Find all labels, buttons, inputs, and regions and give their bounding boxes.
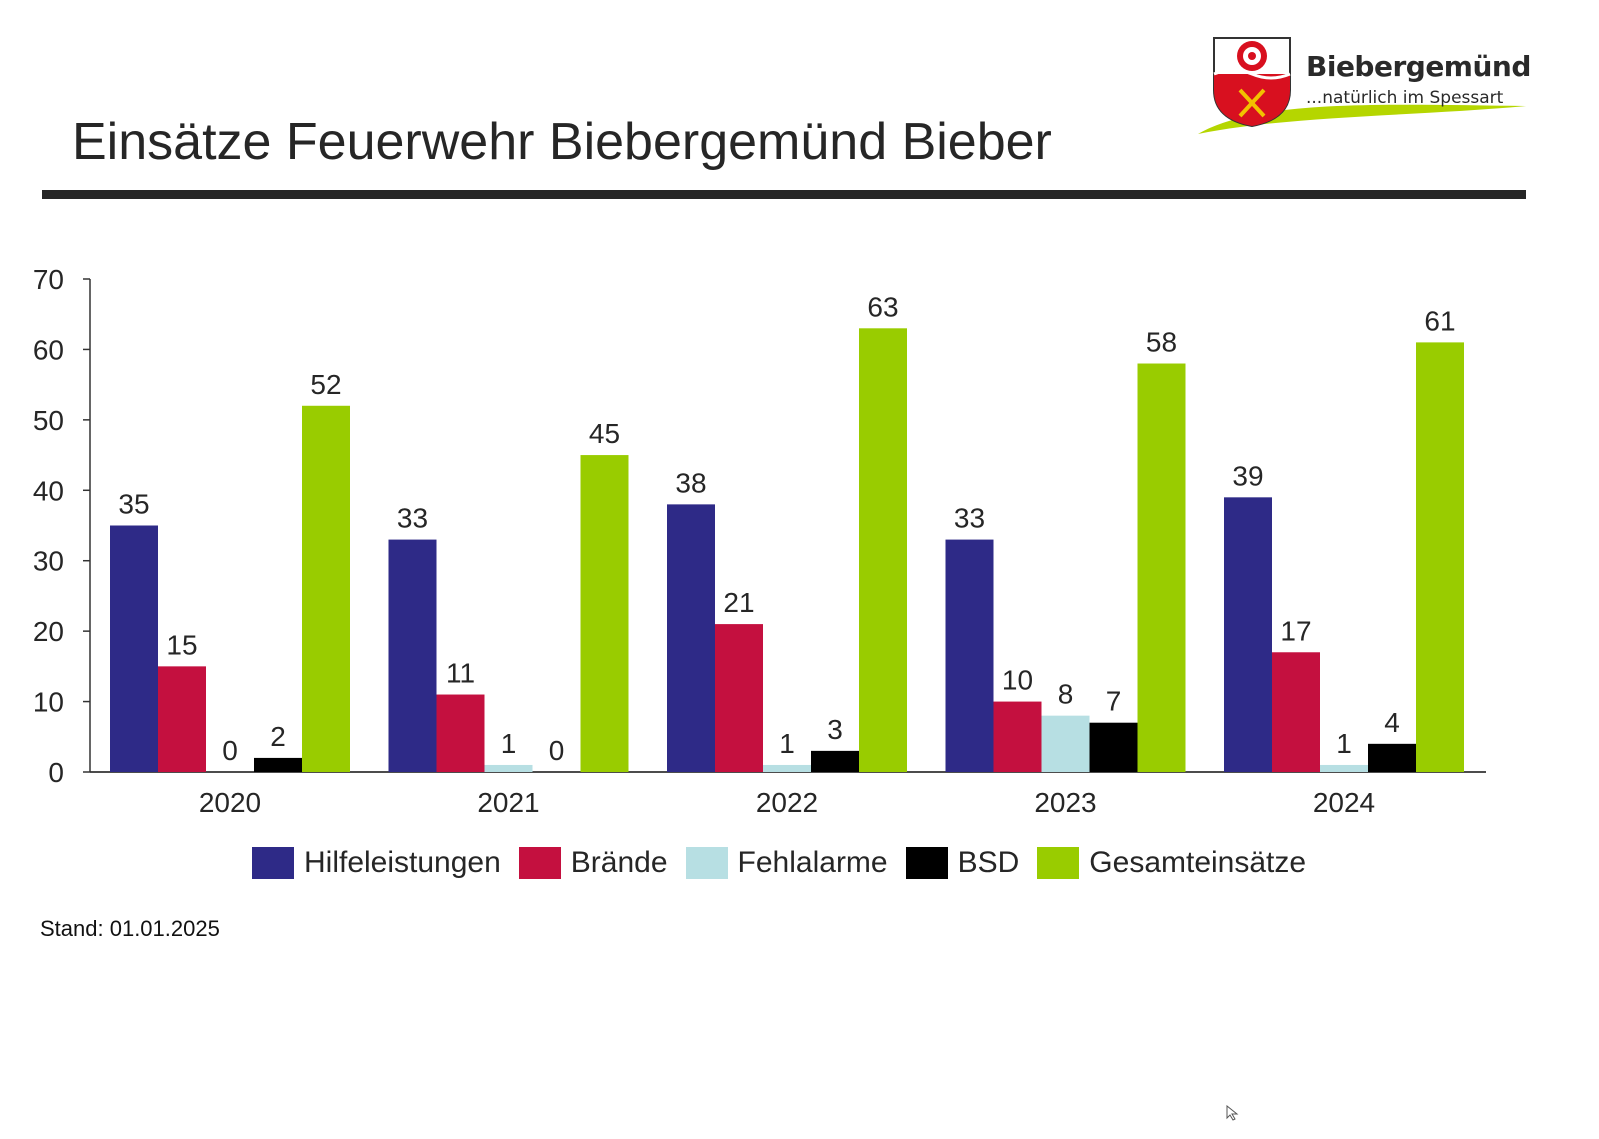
page-title: Einsätze Feuerwehr Biebergemünd Bieber (72, 113, 1052, 171)
data-label: 1 (501, 728, 517, 759)
bar-gesamteinsätze-2023 (1137, 363, 1186, 772)
legend-swatch (905, 847, 948, 879)
bar-hilfeleistungen-2021 (388, 539, 437, 772)
data-label: 17 (1280, 615, 1311, 646)
chart-legend: Hilfeleistungen Brände Fehlalarme BSD Gesamt… (252, 846, 1306, 880)
bar-gesamteinsätze-2024 (1416, 342, 1464, 772)
bar-hilfeleistungen-2022 (667, 504, 715, 772)
data-label: 11 (446, 658, 475, 689)
y-tick-label: 30 (33, 546, 64, 577)
data-label: 61 (1424, 305, 1455, 336)
y-tick-label: 60 (33, 334, 64, 365)
bar-fehlalarme-2023 (1041, 715, 1090, 772)
data-label: 4 (1384, 707, 1400, 738)
data-label: 1 (1336, 728, 1352, 759)
legend-item: Gesamteinsätze (1037, 846, 1306, 880)
legend-item: BSD (905, 846, 1020, 880)
bar-brände-2021 (436, 694, 485, 772)
data-label: 0 (222, 735, 238, 766)
data-label: 38 (675, 467, 706, 498)
x-tick-label: 2021 (477, 787, 539, 818)
legend-label: Fehlalarme (737, 846, 888, 879)
legend-swatch (685, 847, 728, 879)
data-label: 39 (1232, 460, 1263, 491)
legend-item: Fehlalarme (685, 846, 888, 880)
y-tick-label: 40 (33, 475, 64, 506)
bar-bsd-2022 (811, 750, 859, 772)
bar-gesamteinsätze-2022 (859, 328, 907, 772)
mouse-cursor-icon (1226, 1105, 1239, 1121)
data-label: 8 (1058, 679, 1074, 710)
y-tick-label: 50 (33, 405, 64, 436)
brand-tagline: ...natürlich im Spessart (1306, 88, 1504, 108)
legend-label: BSD (957, 846, 1020, 879)
data-label: 15 (166, 629, 197, 660)
brand-name: Biebergemünd (1306, 50, 1531, 83)
data-label: 1 (779, 728, 795, 759)
bar-brände-2024 (1272, 652, 1320, 772)
data-label: 33 (954, 503, 985, 534)
legend-item: Brände (518, 846, 668, 880)
bar-fehlalarme-2021 (484, 764, 533, 772)
bar-bsd-2023 (1089, 722, 1138, 772)
x-tick-label: 2022 (756, 787, 818, 818)
legend-item: Hilfeleistungen (252, 846, 501, 880)
bar-bsd-2020 (254, 757, 302, 772)
footnote: Stand: 01.01.2025 (40, 916, 220, 941)
bar-hilfeleistungen-2020 (110, 525, 158, 772)
data-label: 2 (270, 721, 286, 752)
bar-hilfeleistungen-2023 (945, 539, 994, 772)
data-label: 7 (1106, 686, 1122, 717)
bar-hilfeleistungen-2024 (1224, 497, 1272, 772)
y-tick-label: 70 (33, 264, 64, 295)
data-label: 0 (549, 735, 565, 766)
data-label: 52 (310, 369, 341, 400)
data-label: 63 (867, 291, 898, 322)
y-tick-label: 20 (33, 616, 64, 647)
legend-label: Brände (570, 846, 668, 879)
legend-swatch (518, 847, 561, 879)
bar-brände-2023 (993, 701, 1042, 772)
data-label: 3 (827, 714, 843, 745)
bar-bsd-2024 (1368, 743, 1416, 772)
y-tick-label: 0 (48, 757, 64, 788)
data-label: 21 (723, 587, 754, 618)
x-tick-label: 2023 (1034, 787, 1096, 818)
x-tick-label: 2024 (1313, 787, 1375, 818)
data-label: 58 (1146, 327, 1177, 358)
data-label: 45 (589, 418, 620, 449)
data-label: 35 (118, 489, 149, 520)
data-label: 33 (397, 503, 428, 534)
bar-brände-2020 (158, 666, 206, 772)
bar-brände-2022 (715, 624, 763, 772)
legend-label: Hilfeleistungen (304, 846, 501, 879)
bar-gesamteinsätze-2021 (580, 455, 629, 772)
bar-fehlalarme-2022 (763, 764, 811, 772)
legend-label: Gesamteinsätze (1089, 846, 1307, 879)
x-tick-label: 2020 (199, 787, 261, 818)
y-tick-label: 10 (33, 687, 64, 718)
legend-swatch (252, 847, 294, 879)
coat-of-arms-icon (1198, 37, 1526, 134)
bar-fehlalarme-2024 (1320, 764, 1368, 772)
title-divider (42, 190, 1526, 199)
data-label: 10 (1002, 665, 1033, 696)
bar-gesamteinsätze-2020 (302, 405, 350, 772)
legend-swatch (1037, 847, 1080, 879)
